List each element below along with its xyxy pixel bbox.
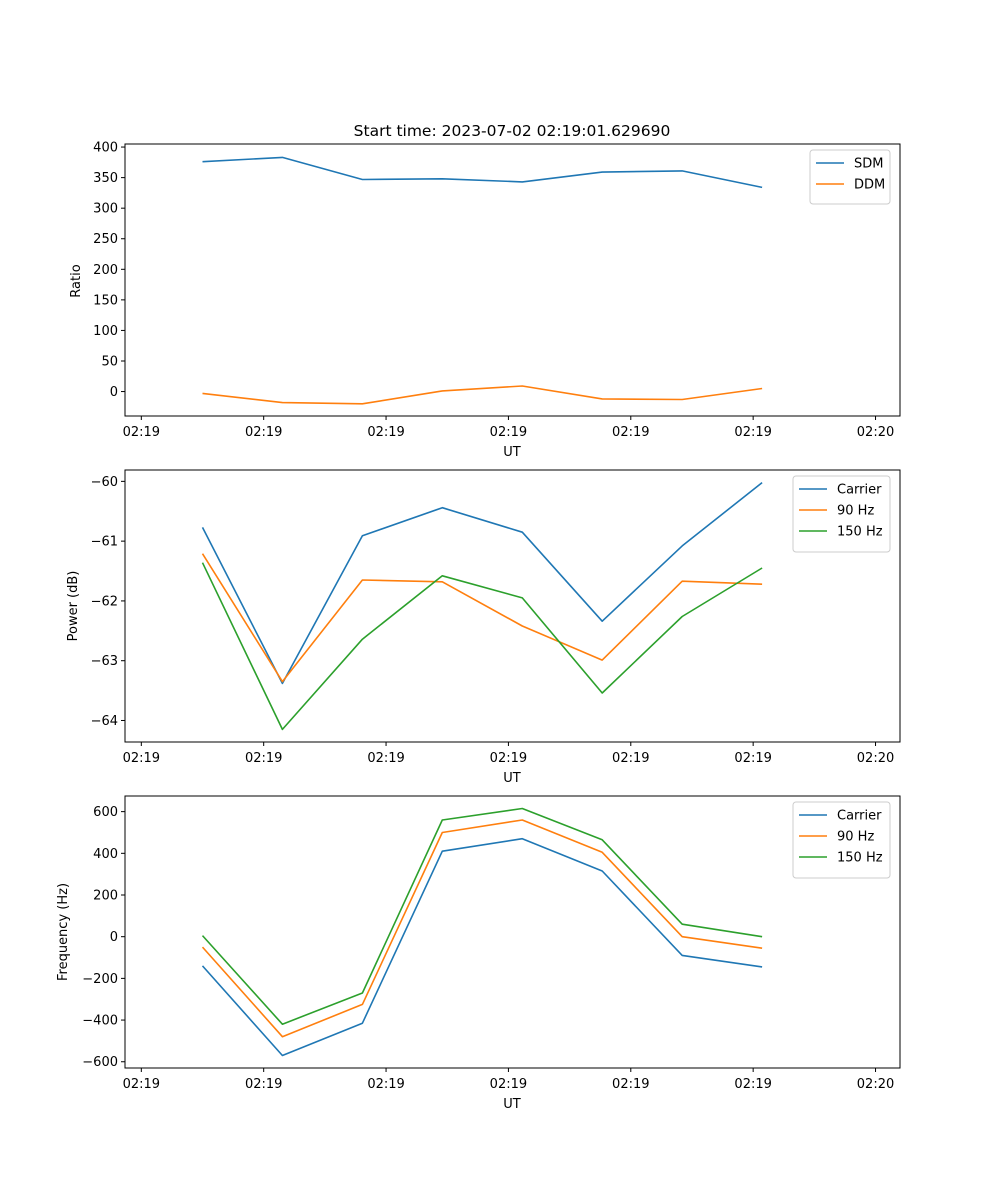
series-line-90-hz — [201, 819, 763, 1038]
y-tick-label: −200 — [82, 972, 118, 987]
series-line-150-hz — [201, 807, 763, 1025]
y-tick-label: 50 — [101, 354, 118, 369]
y-tick-label: 300 — [93, 202, 118, 217]
legend-entry: 90 Hz — [837, 504, 874, 519]
legend-box — [792, 475, 891, 553]
y-tick-label: −400 — [82, 1014, 118, 1029]
y-axis-label: Ratio — [69, 264, 84, 297]
legend-entry: DDM — [854, 178, 885, 193]
x-axis-label: UT — [503, 1097, 521, 1112]
y-axis-label: Power (dB) — [66, 571, 81, 642]
legend-entry: 150 Hz — [837, 851, 883, 866]
x-tick-label: 02:19 — [245, 425, 282, 440]
y-tick-label: −64 — [91, 714, 118, 729]
series-line-150-hz — [201, 562, 763, 731]
panel-ratio: Start time: 2023-07-02 02:19:01.629690 0… — [69, 122, 901, 460]
y-tick-label: −600 — [82, 1055, 118, 1070]
legend-entry: 150 Hz — [837, 525, 883, 540]
x-tick-label: 02:19 — [367, 751, 404, 766]
plot-frame — [124, 795, 901, 1069]
legend: Carrier 90 Hz 150 Hz — [792, 801, 891, 879]
x-tick-label: 02:19 — [123, 751, 160, 766]
legend: Carrier 90 Hz 150 Hz — [792, 475, 891, 553]
x-tick-label: 02:19 — [367, 1077, 404, 1092]
y-tick-label: 600 — [93, 805, 118, 820]
x-tick-label: 02:19 — [612, 1077, 649, 1092]
plot-area-frequency: −600 −400 −200 0 200 400 600 02:19 02:19 02:19 02:… — [82, 795, 901, 1092]
y-tick-label: −63 — [91, 654, 118, 669]
x-tick-label: 02:19 — [490, 1077, 527, 1092]
x-tick-label: 02:19 — [612, 751, 649, 766]
x-tick-label: 02:19 — [734, 1077, 771, 1092]
plot-frame — [124, 469, 901, 743]
x-tick-label: 02:19 — [734, 425, 771, 440]
series-line-carrier — [201, 837, 763, 1057]
y-tick-label: 400 — [93, 141, 118, 156]
legend: SDM DDM — [809, 149, 891, 205]
x-tick-label: 02:19 — [734, 751, 771, 766]
y-axis-label: Frequency (Hz) — [56, 883, 71, 981]
y-tick-label: 0 — [110, 385, 118, 400]
legend-entry: Carrier — [837, 809, 882, 824]
y-tick-label: 150 — [93, 293, 118, 308]
y-tick-label: 400 — [93, 847, 118, 862]
legend-entry: Carrier — [837, 483, 882, 498]
x-axis-label: UT — [503, 445, 521, 460]
y-tick-label: 200 — [93, 889, 118, 904]
y-tick-label: −60 — [91, 475, 118, 490]
y-tick-label: 350 — [93, 171, 118, 186]
x-tick-label: 02:19 — [123, 425, 160, 440]
x-tick-label: 02:20 — [857, 1077, 894, 1092]
x-tick-label: 02:20 — [857, 751, 894, 766]
y-tick-label: 250 — [93, 232, 118, 247]
legend-entry: 90 Hz — [837, 830, 874, 845]
x-tick-label: 02:19 — [367, 425, 404, 440]
legend-box — [792, 801, 891, 879]
y-tick-label: −61 — [91, 535, 118, 550]
x-axis-label: UT — [503, 771, 521, 786]
y-tick-label: 0 — [110, 930, 118, 945]
panel-frequency: −600 −400 −200 0 200 400 600 02:19 02:19 02:19 02:… — [56, 795, 901, 1112]
plot-area-ratio: 0 50 100 150 200 250 300 350 400 02:19 02:19 02:19 0… — [93, 141, 901, 440]
series-line-ddm — [202, 385, 763, 405]
x-tick-label: 02:19 — [612, 425, 649, 440]
x-tick-label: 02:19 — [245, 751, 282, 766]
panel-power: −64 −63 −62 −61 −60 02:19 02:19 02:19 02:19 02:19… — [66, 469, 901, 786]
y-tick-label: 200 — [93, 263, 118, 278]
x-tick-label: 02:19 — [245, 1077, 282, 1092]
x-tick-label: 02:19 — [490, 751, 527, 766]
plot-frame — [124, 143, 901, 417]
series-line-carrier — [201, 481, 763, 685]
series-line-sdm — [202, 156, 763, 189]
series-line-90-hz — [201, 553, 763, 683]
plot-area-power: −64 −63 −62 −61 −60 02:19 02:19 02:19 02:19 02:19… — [91, 469, 901, 766]
x-tick-label: 02:19 — [490, 425, 527, 440]
y-tick-label: 100 — [93, 324, 118, 339]
chart-title: Start time: 2023-07-02 02:19:01.629690 — [354, 122, 671, 140]
x-tick-label: 02:20 — [857, 425, 894, 440]
y-tick-label: −62 — [91, 594, 118, 609]
legend-entry: SDM — [854, 157, 883, 172]
x-tick-label: 02:19 — [123, 1077, 160, 1092]
